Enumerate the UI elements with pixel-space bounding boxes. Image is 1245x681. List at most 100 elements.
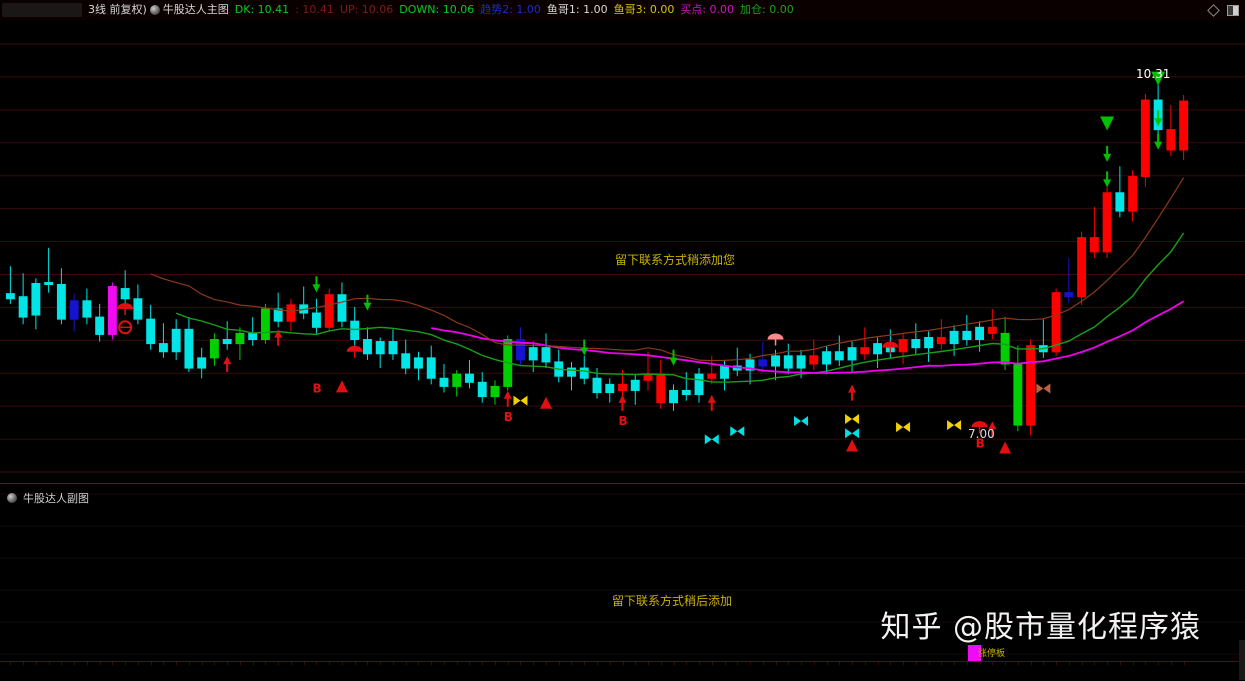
- time-tick: [1132, 662, 1134, 665]
- time-tick: [852, 662, 854, 665]
- time-tick: [686, 662, 688, 665]
- field-dk: DK: 10.41: [234, 3, 290, 16]
- time-tick: [1056, 662, 1058, 665]
- time-tick: [1170, 662, 1172, 665]
- time-tick: [150, 662, 152, 665]
- split-panel-icon[interactable]: [1227, 4, 1239, 16]
- sub-indicator-canvas[interactable]: [0, 486, 1245, 661]
- time-tick: [1017, 662, 1019, 665]
- time-tick: [660, 662, 662, 665]
- time-tick: [877, 662, 879, 665]
- time-tick: [788, 662, 790, 665]
- time-tick: [750, 662, 752, 665]
- time-tick: [928, 662, 930, 665]
- time-tick: [1145, 662, 1147, 665]
- time-tick: [622, 662, 624, 665]
- time-tick: [163, 662, 165, 665]
- time-tick: [762, 662, 764, 665]
- svg-text:B: B: [976, 437, 985, 451]
- time-tick: [418, 662, 420, 665]
- time-tick: [367, 662, 369, 665]
- svg-text:B: B: [312, 382, 321, 396]
- sub-indicator-toggle-icon[interactable]: [7, 493, 17, 503]
- time-tick: [1030, 662, 1032, 665]
- time-tick: [354, 662, 356, 665]
- sub-chart-pane[interactable]: 牛股达人副图 留下联系方式稍后添加: [0, 486, 1245, 661]
- svg-text:B: B: [619, 414, 628, 428]
- vertical-scrollbar[interactable]: [1239, 640, 1245, 680]
- time-tick: [201, 662, 203, 665]
- symbol-name-redacted: [2, 3, 82, 17]
- time-tick: [278, 662, 280, 665]
- time-tick: [1183, 662, 1185, 665]
- svg-text:B: B: [504, 410, 513, 424]
- time-tick: [1081, 662, 1083, 665]
- time-tick: [724, 662, 726, 665]
- time-tick: [609, 662, 611, 665]
- time-tick: [635, 662, 637, 665]
- time-tick: [801, 662, 803, 665]
- sub-indicator-header[interactable]: 牛股达人副图: [4, 490, 89, 506]
- price-tag-low: 7.00: [968, 427, 995, 441]
- field-dk2: : 10.41: [295, 3, 334, 16]
- time-tick: [23, 662, 25, 665]
- time-tick: [966, 662, 968, 665]
- diamond-icon[interactable]: [1207, 3, 1220, 17]
- candlestick-canvas[interactable]: B B B B: [0, 20, 1245, 483]
- time-tick: [265, 662, 267, 665]
- time-tick: [188, 662, 190, 665]
- time-tick: [992, 662, 994, 665]
- time-tick: [392, 662, 394, 665]
- time-tick: [673, 662, 675, 665]
- time-tick: [443, 662, 445, 665]
- time-tick: [10, 662, 12, 665]
- brand-watermark: 知乎 @股市量化程序猿: [880, 610, 1201, 645]
- time-tick: [1107, 662, 1109, 665]
- indicator-header-bar[interactable]: 3线 前复权) 牛股达人主图 DK: 10.41 : 10.41 UP: 10.…: [0, 0, 1245, 20]
- time-tick: [597, 662, 598, 665]
- time-tick: [558, 662, 560, 665]
- time-tick: [839, 662, 841, 665]
- time-tick: [380, 662, 382, 665]
- time-tick: [507, 662, 509, 665]
- time-tick: [482, 662, 484, 665]
- field-trend: 趋势2: 1.00: [480, 3, 541, 16]
- time-tick: [699, 662, 701, 665]
- time-tick: [941, 662, 943, 665]
- sub-indicator-name[interactable]: 牛股达人副图: [23, 492, 89, 505]
- time-tick: [737, 662, 739, 665]
- time-tick: [584, 662, 586, 665]
- time-tick: [1119, 662, 1121, 665]
- time-tick: [711, 662, 713, 665]
- time-tick: [329, 662, 331, 665]
- time-tick: [74, 662, 76, 665]
- time-tick: [826, 662, 828, 665]
- time-tick: [303, 662, 305, 665]
- main-indicator-name[interactable]: 牛股达人主图: [162, 3, 229, 16]
- time-tick: [864, 662, 866, 665]
- time-tick: [648, 662, 649, 665]
- time-tick: [316, 662, 318, 665]
- last-bar-label: 涨停板: [978, 649, 1006, 659]
- time-tick: [545, 662, 547, 665]
- field-down: DOWN: 10.06: [399, 3, 475, 16]
- time-tick: [61, 662, 63, 665]
- time-tick: [494, 662, 496, 665]
- field-up: UP: 10.06: [339, 3, 394, 16]
- time-tick: [813, 662, 815, 665]
- time-tick: [533, 662, 535, 665]
- time-tick: [214, 662, 216, 665]
- watermark-sub: 留下联系方式稍后添加: [612, 594, 733, 608]
- time-axis[interactable]: [0, 661, 1245, 681]
- pane-divider: [0, 483, 1245, 484]
- time-tick: [86, 662, 88, 665]
- period-label[interactable]: 3线 前复权): [88, 3, 147, 16]
- time-tick: [954, 662, 956, 665]
- time-tick: [125, 662, 127, 665]
- indicator-toggle-icon[interactable]: [149, 5, 160, 15]
- time-tick: [227, 662, 229, 665]
- time-tick: [469, 662, 471, 665]
- time-tick: [915, 662, 917, 665]
